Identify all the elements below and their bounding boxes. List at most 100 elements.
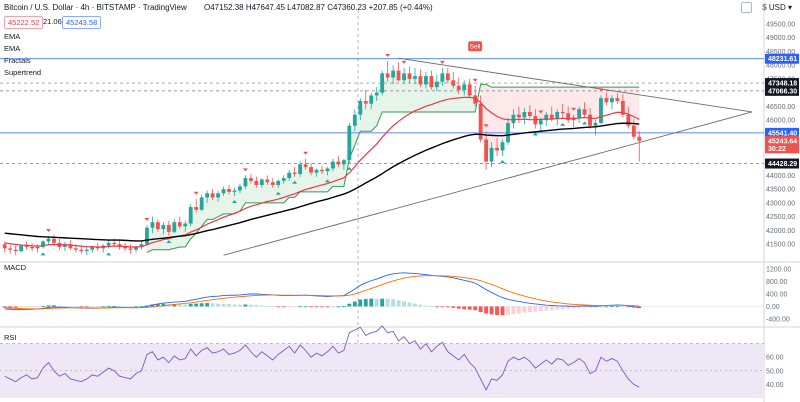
price-axis-tick: 42500.00 [766, 214, 795, 221]
candle [604, 92, 609, 106]
candle-body [19, 245, 24, 252]
macd-histogram-bar [84, 306, 89, 308]
candle-body [341, 160, 346, 165]
candle [402, 67, 406, 85]
candle-body [385, 73, 390, 78]
macd-histogram-bar [238, 304, 242, 307]
candle-body [380, 73, 385, 93]
currency-menu[interactable]: $ USD ▾ [762, 3, 792, 12]
candle [593, 120, 598, 136]
candle [462, 80, 467, 96]
macd-histogram-bar [90, 306, 95, 308]
scroll-right-button[interactable] [741, 2, 752, 13]
candle-body [287, 172, 292, 179]
macd-histogram-bar [407, 302, 412, 307]
indicator-fractals-label[interactable]: Fractals [4, 56, 31, 65]
candle-body [418, 76, 423, 85]
candle-body [325, 168, 330, 172]
candle-body [210, 193, 215, 198]
candle [429, 70, 434, 90]
candle-body [90, 246, 95, 250]
sell-price-button[interactable]: 45222.52 [4, 16, 44, 29]
candle-body [30, 246, 34, 249]
candle [172, 219, 177, 234]
rsi-axis-tick: 50.00 [766, 368, 784, 375]
candle-body [522, 111, 527, 118]
fractal-down-marker [582, 121, 588, 125]
macd-histogram-bar [566, 306, 571, 309]
candle-body [62, 244, 67, 247]
candle [117, 240, 122, 250]
candle [150, 216, 155, 234]
supertrend-fill-uptrend [146, 74, 476, 253]
candle-body [259, 179, 264, 185]
candle [259, 178, 264, 188]
candle [566, 106, 571, 123]
candle-body [336, 161, 341, 165]
macd-histogram-bar [46, 305, 51, 307]
macd-histogram-bar [341, 306, 346, 307]
candle [555, 109, 560, 126]
indicator-supertrend-label[interactable]: Supertrend [4, 68, 42, 77]
fractal-down-marker [324, 179, 330, 183]
macd-histogram-bar [352, 301, 357, 307]
indicator-ema-slow-label[interactable]: EMA [4, 44, 21, 53]
price-axis-tick: 43500.00 [766, 187, 795, 194]
macd-histogram-bar [172, 304, 177, 307]
ema-slow-line [4, 122, 640, 242]
macd-histogram-bar [424, 305, 428, 307]
candle [128, 244, 133, 254]
fractal-down-marker [166, 239, 172, 243]
fractal-up-marker [439, 60, 445, 64]
fractal-down-marker [500, 160, 506, 164]
buy-price-button[interactable]: 45243.58 [62, 16, 102, 29]
macd-histogram-bar [292, 306, 297, 308]
fractal-down-marker [532, 132, 538, 136]
candle [238, 183, 242, 194]
price-axis-tick: 43000.00 [766, 200, 795, 207]
sell-signal-badge [468, 41, 483, 52]
ema-fast-line [4, 96, 640, 248]
candle-body [134, 246, 138, 250]
candle-body [424, 76, 428, 85]
macd-histogram-bar [418, 304, 423, 307]
candle-body [24, 245, 29, 247]
macd-histogram-bar [216, 303, 220, 307]
macd-histogram-bar [615, 305, 620, 307]
macd-histogram-bar [57, 305, 62, 307]
candle-body [13, 249, 18, 252]
macd-histogram-bar [451, 306, 456, 308]
candle-body [270, 182, 275, 185]
macd-line [4, 272, 640, 311]
candle-body [434, 81, 439, 88]
candle-body [298, 164, 303, 174]
candle [358, 98, 363, 121]
price-axis-label-text: 48231.61 [768, 56, 797, 63]
candle-body [145, 227, 149, 245]
macd-histogram-bar [396, 300, 401, 307]
candle-body [615, 98, 620, 101]
candle-body [593, 122, 598, 126]
rsi-axis-tick: 60.00 [766, 355, 784, 362]
candle [254, 176, 259, 188]
macd-histogram-bar [95, 306, 100, 308]
candle-body [254, 180, 259, 185]
indicator-ema-fast-label[interactable]: EMA [4, 32, 21, 41]
macd-histogram-bar [19, 306, 24, 308]
candle [473, 85, 478, 107]
candle-body [374, 92, 379, 96]
candle [13, 245, 18, 256]
candle-body [8, 248, 13, 250]
candle-body [396, 70, 401, 81]
candle [314, 168, 319, 177]
candle-body [637, 136, 642, 141]
candle [84, 246, 89, 256]
candle-body [46, 238, 51, 242]
macd-histogram-bar [434, 306, 439, 308]
candle [522, 107, 527, 125]
candle-body [402, 73, 406, 81]
candle-body [303, 164, 308, 168]
candle [303, 158, 308, 170]
candle-body [478, 103, 483, 140]
